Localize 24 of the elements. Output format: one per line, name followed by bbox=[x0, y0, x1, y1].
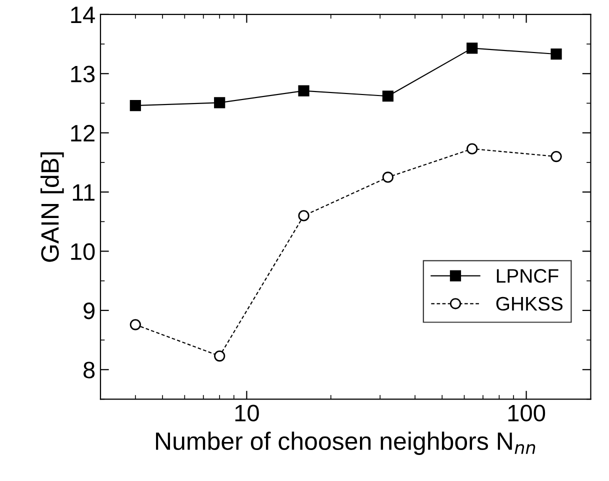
y-tick-label: 12 bbox=[71, 124, 94, 142]
x-axis-title: Number of choosen neighbors N$_{nn}$ bbox=[156, 432, 536, 455]
y-tick-label: 8 bbox=[84, 362, 95, 378]
x-tick-label: 100 bbox=[508, 404, 546, 422]
legend-label: GHKSS bbox=[496, 296, 563, 311]
point bbox=[214, 350, 226, 362]
point bbox=[466, 143, 478, 154]
point bbox=[382, 172, 394, 183]
point bbox=[382, 90, 394, 102]
point bbox=[298, 85, 310, 96]
point bbox=[130, 100, 141, 112]
y-tick-label: 13 bbox=[71, 66, 95, 82]
point bbox=[214, 97, 226, 108]
point bbox=[550, 150, 562, 162]
y-tick-label: 11 bbox=[72, 184, 94, 201]
point bbox=[550, 48, 562, 60]
legend-label: LPNCF bbox=[496, 269, 558, 283]
y-axis-title: GAIN [dB] bbox=[40, 152, 64, 262]
y-tick-label: 10 bbox=[71, 243, 95, 260]
y-tick-label: 14 bbox=[71, 6, 95, 23]
point bbox=[466, 42, 478, 54]
point bbox=[130, 319, 141, 330]
point bbox=[298, 210, 310, 222]
y-tick-label: 9 bbox=[84, 302, 95, 320]
